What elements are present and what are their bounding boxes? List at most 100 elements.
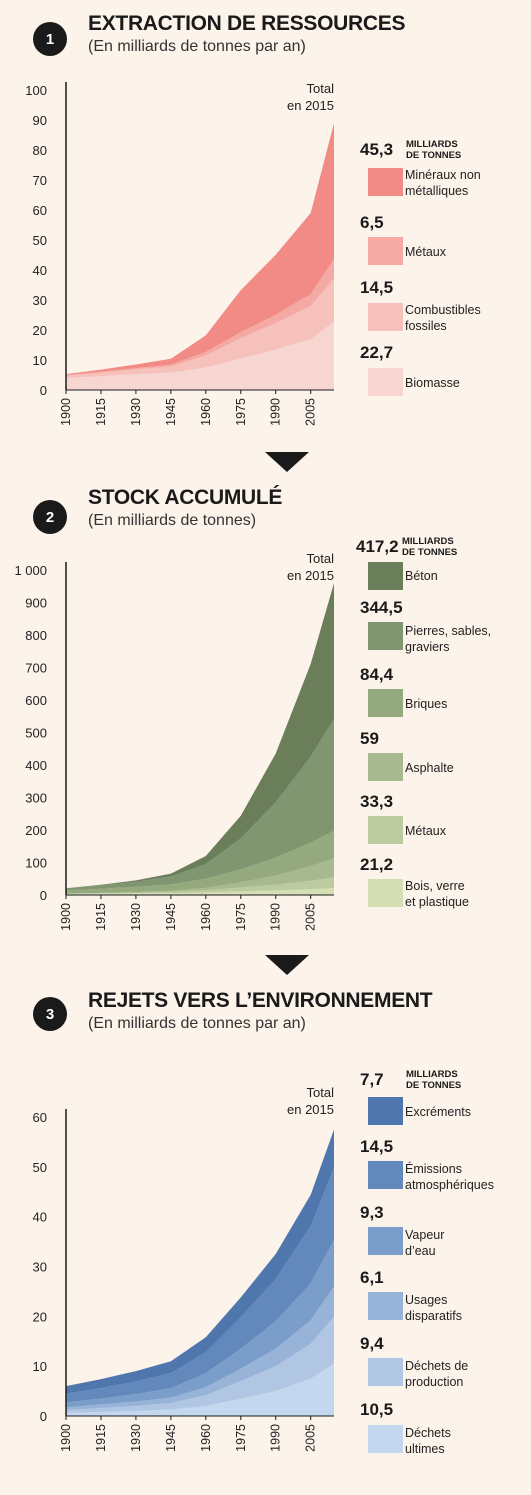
legend-value: 21,2 [360, 855, 394, 874]
y-tick-label: 0 [40, 1409, 47, 1424]
x-tick-label: 1975 [234, 398, 248, 426]
area-series-0 [66, 888, 334, 895]
y-tick-label: 50 [33, 233, 47, 248]
legend-swatch [368, 879, 403, 907]
legend-unit: MILLIARDS DE TONNES [406, 1069, 462, 1091]
panel-title: EXTRACTION DE RESSOURCES [88, 12, 406, 35]
legend-swatch [368, 1227, 403, 1255]
legend-value: 9,4 [360, 1334, 384, 1353]
area-series-0 [66, 321, 334, 390]
total-label-line: Total [306, 551, 334, 566]
y-tick-label: 20 [33, 1309, 47, 1324]
legend-label: Métaux [405, 245, 446, 259]
legend-swatch [368, 237, 403, 265]
x-tick-label: 1945 [164, 1424, 178, 1452]
legend-swatch [368, 368, 403, 396]
x-tick-label: 1975 [234, 1424, 248, 1452]
legend-value: 84,4 [360, 665, 394, 684]
total-label: Total en 2015 [270, 80, 334, 114]
x-tick-label: 1930 [129, 398, 143, 426]
area-series-1 [66, 278, 334, 378]
legend-swatch [368, 303, 403, 331]
legend-label: Pierres, sables, graviers [405, 624, 492, 654]
x-tick-label: 1900 [59, 398, 73, 426]
y-tick-label: 50 [33, 1160, 47, 1175]
area-series-1 [66, 1316, 334, 1413]
y-tick-label: 700 [25, 661, 47, 676]
legend-swatch [368, 622, 403, 650]
legend-value: 344,5 [360, 598, 403, 617]
x-tick-label: 1930 [129, 903, 143, 931]
legend-label: Combustibles fossiles [405, 303, 481, 333]
panel-subtitle: (En milliards de tonnes) [88, 512, 257, 529]
total-label-line: en 2015 [287, 98, 334, 113]
x-tick-label: 1960 [199, 1424, 213, 1452]
y-tick-label: 10 [33, 353, 47, 368]
y-tick-label: 600 [25, 693, 47, 708]
x-tick-label: 1900 [59, 1424, 73, 1452]
legend-unit: MILLIARDS DE TONNES [402, 536, 458, 558]
area-series-0 [66, 1363, 334, 1416]
panel-title: REJETS VERS L’ENVIRONNEMENT [88, 989, 433, 1012]
y-tick-label: 800 [25, 628, 47, 643]
y-tick-label: 0 [40, 383, 47, 398]
y-tick-label: 100 [25, 856, 47, 871]
x-tick-label: 1990 [269, 903, 283, 931]
legend-value: 417,2 [356, 537, 399, 556]
legend-swatch [368, 689, 403, 717]
x-tick-label: 1945 [164, 398, 178, 426]
y-tick-label: 400 [25, 758, 47, 773]
x-tick-label: 1975 [234, 903, 248, 931]
y-tick-label: 40 [33, 263, 47, 278]
x-tick-label: 1915 [94, 903, 108, 931]
y-tick-label: 300 [25, 791, 47, 806]
legend-value: 14,5 [360, 278, 394, 297]
legend-label: Béton [405, 569, 438, 583]
area-series-3 [66, 830, 334, 894]
panel-stock: 2 STOCK ACCUMULÉ (En milliards de tonnes… [0, 470, 531, 950]
legend-label: Excréments [405, 1105, 471, 1119]
legend-label: Asphalte [405, 761, 454, 775]
total-label-line: en 2015 [287, 1102, 334, 1117]
x-tick-label: 1960 [199, 903, 213, 931]
legend-value: 6,1 [360, 1268, 384, 1287]
panel-number-badge: 2 [33, 500, 67, 534]
y-tick-label: 100 [25, 83, 47, 98]
legend-swatch [368, 1292, 403, 1320]
x-tick-label: 1915 [94, 398, 108, 426]
total-label: Total en 2015 [270, 1084, 334, 1118]
y-tick-label: 10 [33, 1359, 47, 1374]
y-tick-label: 900 [25, 596, 47, 611]
y-tick-label: 30 [33, 1260, 47, 1275]
legend-swatch [368, 562, 403, 590]
legend-label: Émissions atmosphériques [405, 1162, 494, 1192]
y-tick-label: 60 [33, 203, 47, 218]
legend-swatch [368, 1097, 403, 1125]
y-tick-label: 60 [33, 1110, 47, 1125]
legend-swatch [368, 1358, 403, 1386]
panel-number-badge: 3 [33, 997, 67, 1031]
legend-swatch [368, 1161, 403, 1189]
legend-swatch [368, 816, 403, 844]
legend-label: Métaux [405, 824, 446, 838]
chart-legend: 417,2 MILLIARDS DE TONNES Béton 344,5 Pie… [356, 470, 525, 950]
area-series-5 [66, 1129, 334, 1394]
legend-value: 9,3 [360, 1203, 384, 1222]
x-tick-label: 2005 [304, 1424, 318, 1452]
panel-number-badge: 1 [33, 22, 67, 56]
legend-label: Briques [405, 697, 448, 711]
x-tick-label: 1990 [269, 1424, 283, 1452]
x-tick-label: 1960 [199, 398, 213, 426]
legend-value: 33,3 [360, 792, 394, 811]
legend-label: Bois, verre et plastique [405, 879, 469, 909]
panel-extraction: 1 EXTRACTION DE RESSOURCES (En milliards… [0, 0, 531, 470]
down-arrow-icon [265, 452, 309, 472]
area-series-3 [66, 123, 334, 375]
y-tick-label: 90 [33, 113, 47, 128]
legend-value: 10,5 [360, 1400, 394, 1419]
legend-label: Déchets de production [405, 1359, 469, 1389]
y-tick-label: 20 [33, 323, 47, 338]
area-series-4 [66, 1167, 334, 1403]
down-arrow-icon [265, 955, 309, 975]
rejets-stacked-area-chart: 0 10 20 30 40 50 60 1900 1915 1930 1945 1960 1975 199… [33, 1109, 334, 1452]
